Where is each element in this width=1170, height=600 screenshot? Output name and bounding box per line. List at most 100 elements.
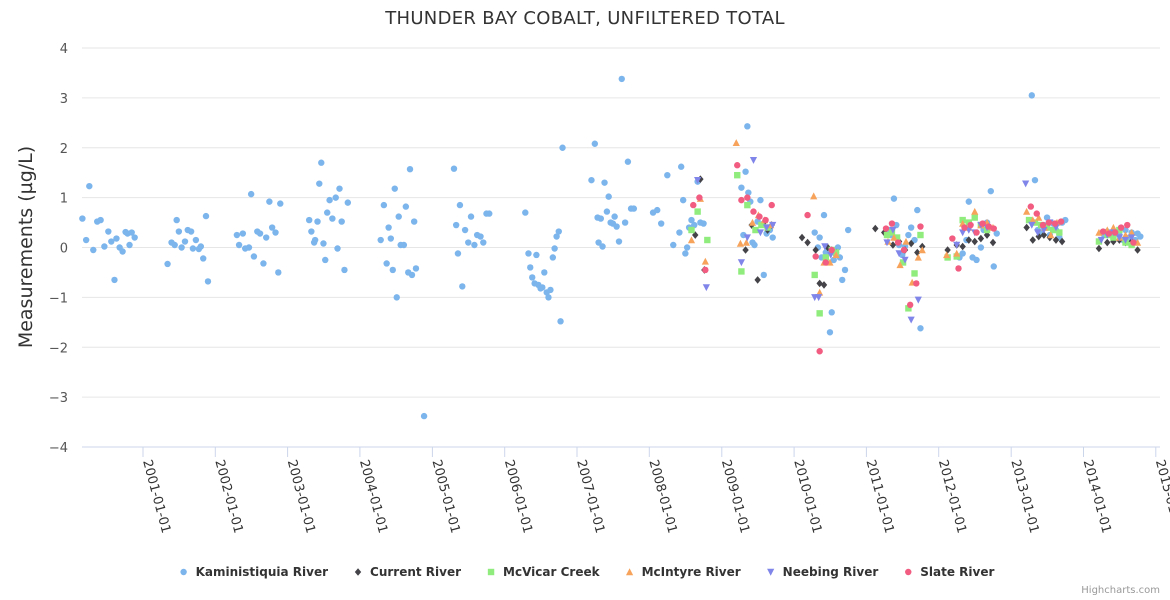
data-point[interactable]	[615, 238, 623, 245]
data-point[interactable]	[557, 318, 564, 325]
legend-item-current-river[interactable]: Current River	[354, 565, 461, 579]
data-point[interactable]	[888, 220, 896, 227]
data-point[interactable]	[914, 248, 921, 257]
legend-symbol[interactable]	[180, 568, 187, 576]
data-point[interactable]	[959, 229, 967, 237]
data-point[interactable]	[1040, 231, 1048, 239]
data-point[interactable]	[949, 235, 956, 242]
legend-symbol[interactable]	[625, 568, 634, 576]
data-point[interactable]	[815, 294, 823, 302]
data-point[interactable]	[456, 201, 464, 209]
data-point[interactable]	[690, 201, 697, 209]
data-point[interactable]	[1029, 216, 1037, 224]
data-point[interactable]	[235, 241, 243, 249]
data-point[interactable]	[591, 140, 599, 147]
data-point[interactable]	[828, 309, 835, 316]
data-point[interactable]	[329, 215, 336, 222]
data-point[interactable]	[247, 190, 255, 198]
data-point[interactable]	[826, 329, 834, 336]
data-point[interactable]	[751, 241, 758, 249]
data-point[interactable]	[971, 207, 979, 215]
data-point[interactable]	[738, 184, 745, 191]
legend-item-mcintyre-river[interactable]: McIntyre River	[625, 565, 741, 579]
data-point[interactable]	[529, 274, 536, 281]
data-point[interactable]	[178, 244, 185, 251]
data-point[interactable]	[233, 231, 241, 239]
data-point[interactable]	[977, 244, 985, 251]
data-point[interactable]	[471, 241, 478, 249]
data-point[interactable]	[737, 259, 746, 267]
data-point[interactable]	[533, 251, 540, 259]
data-point[interactable]	[893, 234, 901, 241]
data-point[interactable]	[682, 250, 689, 257]
data-point[interactable]	[811, 229, 818, 236]
data-point[interactable]	[804, 211, 811, 219]
data-point[interactable]	[749, 157, 758, 164]
data-point[interactable]	[676, 229, 683, 236]
data-point[interactable]	[1058, 237, 1066, 246]
data-point[interactable]	[914, 253, 922, 261]
data-point[interactable]	[810, 192, 818, 200]
data-point[interactable]	[973, 256, 980, 264]
data-point[interactable]	[977, 234, 985, 243]
data-point[interactable]	[266, 198, 273, 205]
data-point[interactable]	[559, 144, 566, 151]
data-point[interactable]	[400, 241, 408, 249]
data-point[interactable]	[973, 229, 980, 236]
data-point[interactable]	[757, 196, 764, 204]
data-point[interactable]	[744, 123, 751, 130]
data-point[interactable]	[1104, 238, 1111, 247]
data-point[interactable]	[389, 266, 396, 274]
data-point[interactable]	[900, 246, 908, 254]
data-point[interactable]	[1040, 226, 1048, 234]
data-point[interactable]	[917, 231, 924, 239]
data-point[interactable]	[597, 215, 604, 222]
data-point[interactable]	[917, 325, 924, 332]
data-point[interactable]	[322, 256, 329, 264]
data-point[interactable]	[883, 239, 891, 247]
data-point[interactable]	[702, 266, 709, 274]
data-point[interactable]	[959, 242, 966, 251]
data-point[interactable]	[697, 175, 704, 183]
data-point[interactable]	[555, 228, 562, 235]
data-point[interactable]	[465, 239, 472, 246]
data-point[interactable]	[750, 208, 757, 215]
data-point[interactable]	[334, 245, 341, 252]
data-point[interactable]	[113, 235, 120, 242]
data-point[interactable]	[1033, 210, 1040, 217]
data-point[interactable]	[1117, 224, 1125, 231]
data-point[interactable]	[899, 259, 907, 266]
data-point[interactable]	[762, 216, 769, 224]
data-point[interactable]	[688, 216, 695, 224]
data-point[interactable]	[1121, 236, 1130, 244]
data-point[interactable]	[987, 187, 994, 195]
data-point[interactable]	[844, 226, 852, 234]
data-point[interactable]	[338, 218, 345, 225]
data-point[interactable]	[704, 236, 711, 244]
data-point[interactable]	[1056, 229, 1063, 236]
data-point[interactable]	[461, 226, 469, 234]
data-point[interactable]	[657, 220, 665, 227]
data-point[interactable]	[189, 245, 197, 252]
data-point[interactable]	[175, 228, 183, 235]
data-point[interactable]	[901, 256, 909, 264]
data-point[interactable]	[595, 239, 602, 246]
data-point[interactable]	[768, 201, 775, 209]
data-point[interactable]	[1023, 223, 1030, 232]
data-point[interactable]	[1115, 234, 1123, 242]
data-point[interactable]	[200, 255, 207, 262]
data-point[interactable]	[694, 208, 701, 215]
data-point[interactable]	[1095, 244, 1103, 253]
data-point[interactable]	[911, 270, 918, 277]
data-point[interactable]	[752, 226, 759, 234]
data-point[interactable]	[412, 265, 420, 272]
data-point[interactable]	[738, 196, 745, 204]
data-point[interactable]	[1105, 230, 1113, 237]
data-point[interactable]	[700, 220, 707, 227]
data-point[interactable]	[551, 245, 558, 252]
data-point[interactable]	[688, 226, 695, 234]
data-point[interactable]	[914, 206, 921, 214]
data-point[interactable]	[744, 201, 751, 209]
data-point[interactable]	[955, 265, 962, 272]
data-point[interactable]	[841, 266, 849, 274]
